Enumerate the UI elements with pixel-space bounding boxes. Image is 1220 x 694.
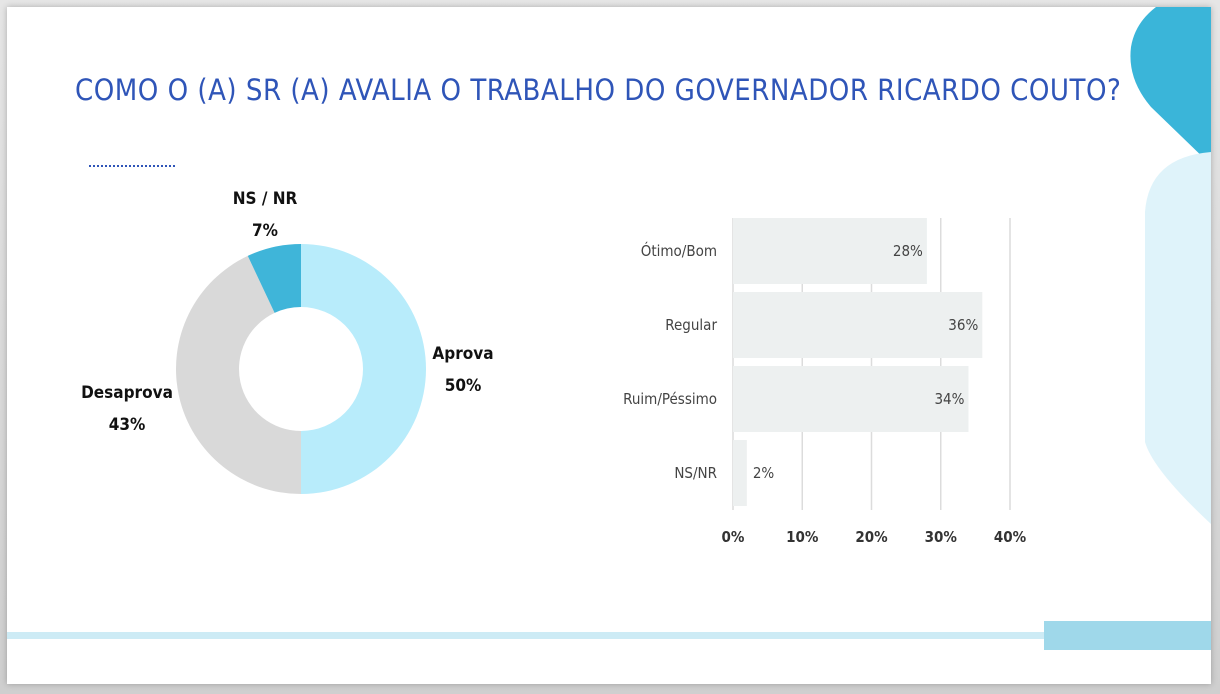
bar-category-label: Ótimo/Bom bbox=[641, 241, 717, 260]
bar bbox=[733, 218, 927, 284]
bar-value-label: 34% bbox=[934, 390, 964, 408]
decor-right-panel bbox=[1145, 152, 1211, 524]
donut-label-desaprova-name: Desaprova bbox=[81, 383, 173, 403]
donut-slice-aprova bbox=[301, 244, 426, 494]
donut-label-aprova-name: Aprova bbox=[432, 344, 494, 364]
donut-label-desaprova-value: 43% bbox=[108, 415, 146, 435]
donut-slice-desaprova bbox=[176, 255, 301, 494]
donut-label-desaprova: Desaprova 43% bbox=[77, 377, 177, 441]
donut-label-nsnr: NS / NR 7% bbox=[225, 183, 305, 247]
title-underline bbox=[89, 165, 175, 167]
bar-chart: Ótimo/Bom 28% Regular 36% Ruim/Péssimo 34% NS/… bbox=[623, 218, 1027, 546]
bar-category-label: Ruim/Péssimo bbox=[623, 390, 717, 408]
bar-category-label: NS/NR bbox=[674, 464, 717, 482]
x-tick-label: 10% bbox=[786, 528, 819, 546]
bar-category-label: Regular bbox=[665, 316, 717, 334]
donut-label-nsnr-name: NS / NR bbox=[232, 189, 298, 209]
donut-label-aprova-value: 50% bbox=[444, 376, 482, 396]
x-tick-label: 0% bbox=[722, 528, 745, 546]
bar bbox=[733, 440, 747, 506]
donut-label-aprova: Aprova 50% bbox=[431, 338, 495, 402]
decor-bottom-stripe bbox=[7, 632, 1143, 639]
page-title: COMO O (A) SR (A) AVALIA O TRABALHO DO G… bbox=[75, 73, 1122, 107]
bar-value-label: 36% bbox=[948, 316, 978, 334]
donut-label-nsnr-value: 7% bbox=[252, 221, 278, 241]
bar-value-label: 2% bbox=[753, 464, 775, 482]
x-tick-label: 40% bbox=[994, 528, 1027, 546]
x-tick-label: 30% bbox=[925, 528, 958, 546]
decor-top-right-shape bbox=[1130, 7, 1211, 165]
donut-slice-nsnr bbox=[247, 244, 301, 313]
bar bbox=[733, 292, 983, 358]
slide: COMO O (A) SR (A) AVALIA O TRABALHO DO G… bbox=[7, 7, 1211, 684]
bar-value-label: 28% bbox=[893, 242, 923, 260]
bar bbox=[733, 366, 969, 432]
donut-chart bbox=[176, 244, 426, 494]
decor-bottom-block bbox=[1044, 621, 1211, 650]
x-tick-label: 20% bbox=[855, 528, 888, 546]
